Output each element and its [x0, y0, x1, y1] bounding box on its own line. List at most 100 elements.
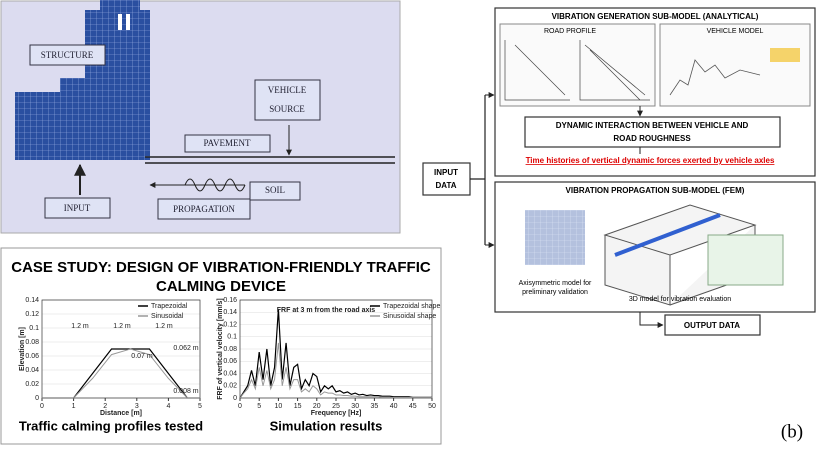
thumbnail: [669, 59, 761, 96]
input-label: INPUT: [434, 168, 458, 177]
label: STRUCTURE: [41, 50, 94, 60]
chart-caption: Simulation results: [270, 418, 383, 433]
road-profile-panel: [499, 23, 656, 107]
x-tick-label: 40: [390, 403, 398, 410]
output-label: OUTPUT DATA: [684, 321, 740, 330]
y-tick-label: 0.04: [25, 367, 39, 374]
x-tick-label: 2: [103, 403, 107, 410]
legend-label: Trapezoidal: [151, 303, 188, 310]
x-tick-label: 20: [313, 403, 321, 410]
caption: preliminary validation: [522, 289, 588, 296]
y-tick-label: 0: [35, 395, 39, 402]
plot-frame: [239, 299, 433, 399]
mesh-inset: [707, 234, 784, 286]
building: [15, 0, 150, 160]
thumbnail: [504, 40, 650, 101]
annotation: 1.2 m: [71, 323, 89, 330]
label: PROPAGATION: [173, 204, 235, 214]
panel-title: ROAD PROFILE: [544, 28, 596, 35]
output-box: [664, 314, 761, 336]
x-tick-label: 45: [409, 403, 417, 410]
case-study: CASE STUDY: DESIGN OF VIBRATION-FRIENDLY…: [0, 247, 442, 445]
legend-label: Trapezoidal shape: [383, 303, 440, 310]
x-tick-label: 3: [135, 403, 139, 410]
y-tick-label: 0.16: [223, 297, 237, 304]
x-tick-label: 50: [428, 403, 436, 410]
x-axis-label: Frequency [Hz]: [311, 410, 362, 417]
x-tick-label: 35: [371, 403, 379, 410]
y-tick-label: 0.02: [25, 381, 39, 388]
annotation: 1.2 m: [113, 323, 131, 330]
chart-title: FRF at 3 m from the road axis: [277, 307, 376, 314]
annotation: 1.2 m: [155, 323, 173, 330]
label-box: [44, 197, 111, 219]
x-tick-label: 1: [72, 403, 76, 410]
foundation: [15, 150, 145, 160]
window: [126, 14, 130, 30]
box-title: VIBRATION GENERATION SUB-MODEL (ANALYTIC…: [552, 12, 759, 21]
structure-diagram: STRUCTURE VEHICLE SOURCE PAVEMENT SOIL I…: [0, 0, 401, 234]
box-text: DYNAMIC INTERACTION BETWEEN VEHICLE AND: [556, 121, 749, 130]
label-box: [184, 134, 271, 153]
x-tick-label: 5: [198, 403, 202, 410]
case-frame: [0, 247, 442, 445]
y-axis-label: FRF of vertical velocity [mm/s]: [217, 298, 224, 400]
y-tick-label: 0: [233, 395, 237, 402]
x-tick-label: 15: [294, 403, 302, 410]
y-tick-label: 0.08: [25, 339, 39, 346]
y-axis-label: Elevation [m]: [19, 327, 26, 371]
label: SOIL: [265, 185, 285, 195]
label: PAVEMENT: [203, 138, 251, 148]
box-text: ROAD ROUGHNESS: [613, 134, 691, 143]
y-tick-label: 0.02: [223, 383, 237, 390]
x-axis-label: Distance [m]: [100, 410, 142, 417]
label-box: [249, 181, 301, 201]
caption: Axisymmetric model for: [519, 280, 592, 287]
annotation: 0.07 m: [131, 353, 153, 360]
y-tick-label: 0.14: [25, 297, 39, 304]
annotation: 0.008 m: [173, 388, 198, 395]
y-tick-label: 0.04: [223, 370, 237, 377]
chart-caption: Traffic calming profiles tested: [19, 418, 203, 433]
x-tick-label: 5: [257, 403, 261, 410]
x-tick-label: 25: [332, 403, 340, 410]
series-line: [239, 342, 432, 399]
window: [118, 14, 122, 30]
y-tick-label: 0.12: [25, 311, 39, 318]
caption: 3D model for vibration evaluation: [629, 296, 731, 303]
y-tick-label: 0.06: [223, 358, 237, 365]
label-box: [157, 198, 251, 220]
series-line: [239, 309, 432, 399]
y-tick-label: 0.14: [223, 309, 237, 316]
vehicle-sketch: [770, 48, 800, 62]
label-box: [254, 79, 321, 121]
label: INPUT: [64, 203, 91, 213]
arrow: [639, 312, 664, 328]
flowchart: INPUT DATA VIBRATION GENERATION SUB-MODE…: [422, 7, 816, 336]
y-tick-label: 0.06: [25, 353, 39, 360]
legend-label: Sinusoidal: [151, 313, 184, 320]
label-box: [29, 44, 106, 66]
label: SOURCE: [269, 104, 305, 114]
x-tick-label: 0: [238, 403, 242, 410]
x-tick-label: 4: [166, 403, 170, 410]
y-tick-label: 0.1: [227, 334, 237, 341]
mesh-thumbnail: [525, 210, 585, 265]
connector: [470, 95, 486, 245]
vehicle-model-panel: [659, 23, 811, 107]
panel-title: VEHICLE MODEL: [707, 28, 764, 35]
case-title: CALMING DEVICE: [156, 278, 286, 295]
interaction-box: [524, 116, 781, 148]
input-label: DATA: [435, 181, 456, 190]
series-line: [42, 348, 200, 399]
forces-text: Time histories of vertical dynamic force…: [526, 156, 775, 165]
x-tick-label: 10: [275, 403, 283, 410]
label: VEHICLE: [268, 85, 307, 95]
case-title: CASE STUDY: DESIGN OF VIBRATION-FRIENDLY…: [11, 259, 431, 276]
panel-label: (b): [781, 421, 803, 442]
y-tick-label: 0.08: [223, 346, 237, 353]
y-tick-label: 0.1: [29, 325, 39, 332]
road-strip: [614, 213, 721, 257]
y-tick-label: 0.12: [223, 321, 237, 328]
